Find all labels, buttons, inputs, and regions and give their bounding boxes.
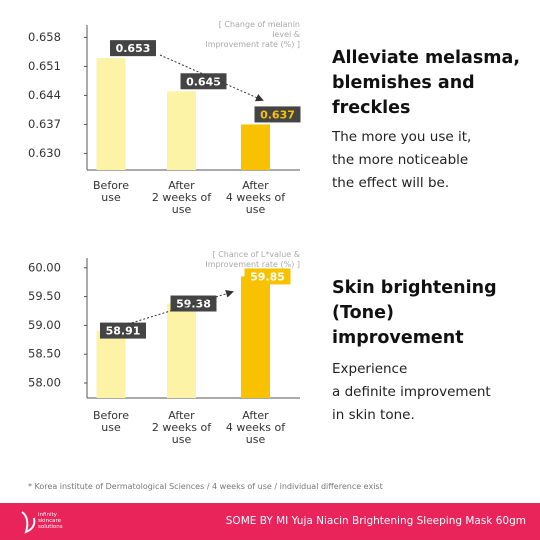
x-tick-label: Before use [93,179,129,204]
annotation: [ Chance of L*value & Improvement rate (… [205,250,300,269]
product-name: SOME BY MI Yuja Niacin Brightening Sleep… [225,515,526,527]
bar [241,124,270,170]
value-label-box [100,322,146,339]
section-heading: Alleviate melasma, blemishes and freckle… [332,48,520,118]
bar [167,91,196,170]
y-tick-label: 60.00 [28,260,61,274]
value-label: 0.645 [186,75,221,88]
y-tick-label: 0.637 [28,117,61,131]
footer-bar [0,503,540,540]
y-tick-label: 59.50 [28,289,61,303]
y-tick-label: 58.00 [28,376,61,390]
value-label: 59.85 [250,270,285,283]
x-tick-label: Before use [93,409,129,434]
y-tick-label: 58.50 [28,347,61,361]
logo-icon [21,511,36,534]
value-label-box [244,268,291,285]
bar [167,303,196,398]
bar [96,330,126,398]
y-tick-label: 59.00 [28,318,61,332]
y-tick-label: 0.651 [28,59,61,73]
value-label: 0.637 [260,108,295,121]
footnote: * Korea institute of Dermatological Scie… [28,482,383,491]
bar [241,276,270,398]
value-label-box [254,106,301,123]
y-tick-label: 0.644 [28,88,61,102]
bar [96,58,126,171]
y-tick-label: 0.630 [28,146,61,160]
annotation: [ Change of melanin level & Improvement … [205,20,300,49]
x-tick-label: After 4 weeks of use [225,409,286,446]
x-tick-label: After 4 weeks of use [225,179,286,216]
y-tick-label: 0.658 [28,30,61,44]
logo-text: infinity skincare solutions [38,512,63,530]
x-tick-label: After 2 weeks of use [151,409,212,446]
value-label-box [110,40,156,57]
value-label: 0.653 [116,42,151,55]
value-label: 58.91 [106,325,141,338]
x-tick-label: After 2 weeks of use [151,179,212,216]
section-heading: Skin brightening (Tone) improvement [332,278,497,348]
section-body: Experience a definite improvement in ski… [332,361,491,423]
section-body: The more you use it, the more noticeable… [332,129,472,191]
value-label-box [180,73,227,90]
trend-arrow [159,54,264,102]
